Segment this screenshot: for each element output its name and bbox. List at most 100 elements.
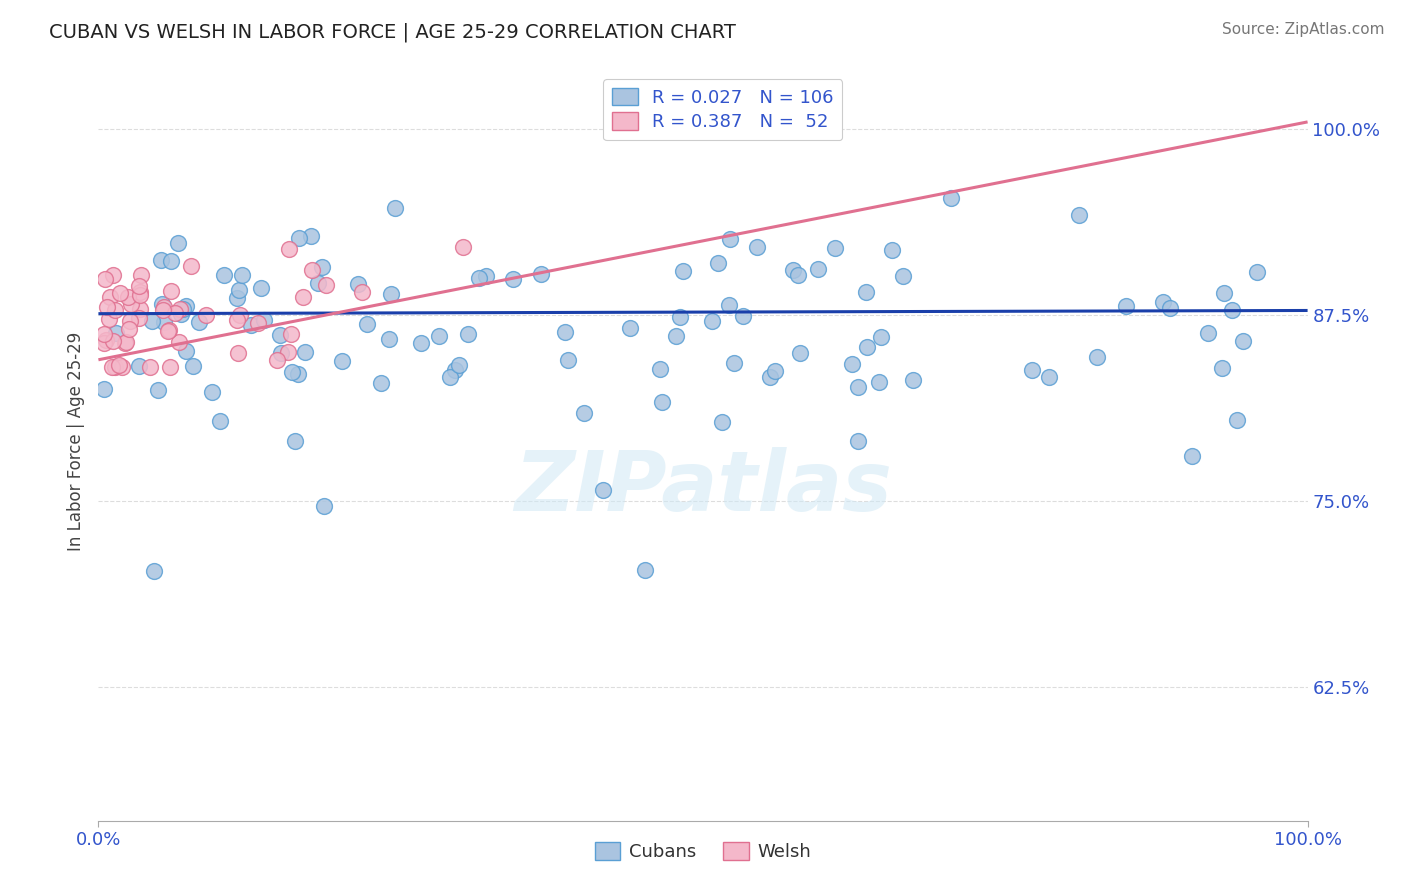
Point (384, 201, 406, 215)
Point (758, 370, 780, 384)
Point (530, 268, 553, 282)
Point (502, 272, 524, 286)
Point (312, 499, 335, 513)
Point (280, 327, 302, 342)
Point (855, 285, 877, 300)
Point (855, 340, 877, 354)
Point (152, 315, 174, 329)
Point (868, 375, 890, 389)
Point (669, 310, 692, 325)
Point (107, 359, 129, 373)
Point (745, 240, 768, 254)
Point (1232, 334, 1254, 348)
Point (356, 318, 378, 332)
Point (98, 311, 121, 326)
Point (225, 291, 247, 305)
Point (153, 300, 176, 314)
Point (672, 264, 695, 278)
Point (212, 268, 235, 283)
Point (142, 565, 165, 579)
Point (128, 310, 150, 325)
Point (180, 260, 202, 274)
Point (299, 229, 322, 244)
Text: CUBAN VS WELSH IN LABOR FORCE | AGE 25-29 CORRELATION CHART: CUBAN VS WELSH IN LABOR FORCE | AGE 25-2… (49, 22, 737, 42)
Point (114, 335, 136, 350)
Point (278, 243, 301, 257)
Point (700, 314, 723, 328)
Point (114, 335, 136, 350)
Point (846, 434, 869, 448)
Point (718, 297, 741, 311)
Point (707, 256, 730, 270)
Point (101, 334, 124, 348)
Text: Source: ZipAtlas.com: Source: ZipAtlas.com (1222, 22, 1385, 37)
Point (201, 384, 224, 399)
Point (117, 290, 139, 304)
Point (128, 278, 150, 293)
Point (277, 345, 299, 359)
Point (786, 268, 808, 282)
Point (284, 434, 307, 448)
Point (347, 277, 370, 292)
Point (194, 308, 217, 322)
Point (731, 309, 754, 323)
Point (240, 318, 263, 332)
Point (1085, 351, 1108, 365)
Point (294, 344, 316, 359)
Point (94, 272, 117, 286)
Point (165, 306, 187, 320)
Point (93, 327, 115, 342)
Point (370, 376, 392, 390)
Point (1115, 299, 1137, 313)
Point (330, 353, 353, 368)
Point (763, 363, 786, 377)
Point (100, 360, 122, 375)
Point (231, 268, 253, 282)
Point (246, 316, 269, 330)
Point (160, 284, 183, 298)
Point (128, 288, 150, 302)
Point (352, 285, 374, 300)
Point (380, 287, 402, 301)
Point (93, 336, 115, 351)
Point (592, 483, 614, 497)
Point (554, 325, 576, 339)
Point (651, 395, 673, 409)
Point (870, 330, 893, 344)
Point (146, 383, 169, 397)
Point (1021, 362, 1043, 376)
Point (807, 262, 830, 277)
Point (1226, 413, 1249, 427)
Point (159, 360, 181, 375)
Point (149, 252, 172, 267)
Point (287, 368, 309, 382)
Text: ZIPatlas: ZIPatlas (515, 447, 891, 527)
Point (129, 301, 152, 316)
Point (378, 332, 401, 346)
Point (307, 276, 329, 290)
Legend: Cubans, Welsh: Cubans, Welsh (588, 835, 818, 869)
Point (281, 366, 304, 380)
Point (891, 268, 914, 283)
Point (101, 268, 124, 282)
Point (96, 300, 118, 314)
Point (315, 277, 337, 292)
Point (104, 326, 127, 341)
Point (1220, 303, 1243, 318)
Point (846, 380, 869, 394)
Point (903, 373, 925, 387)
Point (619, 320, 641, 334)
Point (228, 283, 250, 297)
Point (1038, 370, 1060, 384)
Point (824, 241, 846, 255)
Point (1181, 449, 1204, 463)
Point (311, 260, 333, 275)
Point (98, 290, 121, 304)
Point (181, 359, 204, 373)
Point (176, 299, 198, 313)
Point (439, 370, 461, 384)
Point (159, 323, 181, 337)
Point (269, 327, 291, 342)
Point (104, 303, 127, 318)
Point (447, 358, 470, 372)
